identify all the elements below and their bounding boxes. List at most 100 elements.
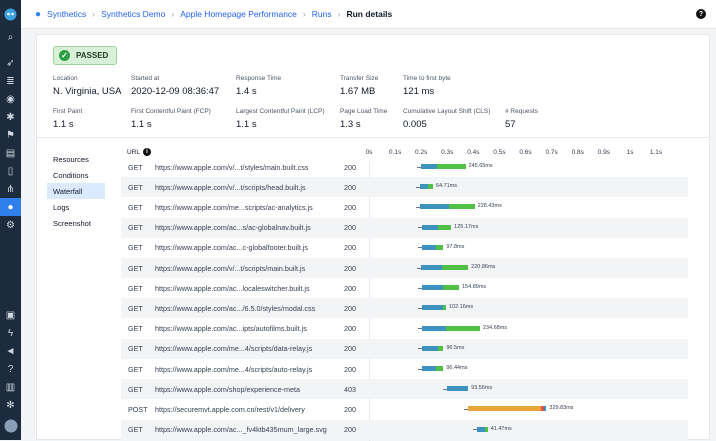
waterfall-bar[interactable]: 41.47ms [121,420,688,440]
user-avatar-icon[interactable] [0,414,21,438]
metric-value: 1.1 s [53,119,74,130]
synthetics-icon: ● [35,8,42,20]
waterfall-wait-segment [421,265,443,270]
table-row[interactable]: GET https://www.apple.com/ac...localeswit… [121,278,688,298]
settings-icon[interactable]: ✻ [6,399,15,411]
tab-logs[interactable]: Logs [53,202,70,212]
inbox-icon[interactable]: ▤ [5,147,16,159]
breadcrumb-monitor[interactable]: Apple Homepage Performance [180,9,297,19]
table-row[interactable]: POST https://securemvt.apple.com.cn/rest/… [121,399,688,419]
waterfall-bar[interactable]: 234.68ms [121,319,688,339]
metric-transfer-size: Transfer Size 1.67 MB [340,75,378,97]
request-status: 200 [344,303,356,313]
metric-value: N. Virginia, USA [53,86,122,97]
flag-icon[interactable]: ⚑ [6,129,15,141]
waterfall-connect-line [417,166,423,168]
search-icon[interactable]: ⌕ [7,31,14,43]
request-url[interactable]: https://www.apple.com/v/...t/scripts/hea… [155,182,306,192]
help-circle-icon[interactable]: ? [7,363,14,375]
lightning-icon[interactable]: ϟ [7,327,14,339]
network-icon[interactable]: ⋔ [6,183,15,195]
logo-icon[interactable] [0,0,21,28]
waterfall-wait-segment [422,305,444,311]
tab-resources[interactable]: Resources [53,154,89,164]
request-duration: 97.8ms [446,243,465,250]
request-url[interactable]: https://www.apple.com/ac..._fv4ktb435mum… [155,425,327,435]
request-url[interactable]: https://www.apple.com/ac...s/ac-globalna… [155,223,311,233]
request-url[interactable]: https://www.apple.com/ac...ipts/autofilm… [155,324,307,334]
help-icon[interactable]: ? [696,9,706,19]
layers-icon[interactable]: ≣ [6,75,15,87]
request-url[interactable]: https://securemvt.apple.com.cn/rest/v1/d… [155,404,305,414]
waterfall-bar[interactable]: 96.5ms [121,339,688,359]
table-row[interactable]: GET https://www.apple.com/ac...c-globalfo… [121,238,688,258]
request-url[interactable]: https://www.apple.com/me...scripts/ac-an… [155,202,313,212]
table-row[interactable]: GET https://www.apple.com/ac...s/ac-globa… [121,217,688,238]
waterfall-bar[interactable]: 228.43ms [121,197,688,217]
table-row[interactable]: GET https://www.apple.com/ac..._fv4ktb435… [121,419,688,440]
table-row[interactable]: GET https://www.apple.com/v/...t/scripts/… [121,258,688,278]
waterfall-bar[interactable]: 97.8ms [121,238,688,258]
waterfall-receive-segment [435,244,444,250]
table-row[interactable]: GET https://www.apple.com/ac...ipts/autof… [121,319,688,339]
breadcrumb-synthetics-demo[interactable]: Synthetics Demo [101,9,166,19]
metric-fcp: First Contentful Paint (FCP) 1.1 s [131,108,211,130]
status-badge-label: PASSED [76,51,109,60]
breadcrumb-runs[interactable]: Runs [311,9,332,19]
waterfall-bar[interactable]: 125.17ms [121,218,688,238]
table-row[interactable]: GET https://www.apple.com/shop/experience… [121,379,688,400]
waterfall-wait-segment [422,345,439,351]
request-duration: 220.86ms [471,264,496,270]
request-status: 403 [344,384,356,394]
waterfall-connect-line [418,247,424,249]
request-duration: 41.47ms [490,425,512,432]
file-icon[interactable]: ▯ [7,165,14,177]
waterfall-bar[interactable]: 64.71ms [121,177,688,197]
table-row[interactable]: GET https://www.apple.com/v/...t/styles/m… [121,157,688,177]
metric-value: 57 [505,119,516,130]
request-url[interactable]: https://www.apple.com/ac...localeswitche… [155,283,310,293]
tab-conditions[interactable]: Conditions [53,170,89,180]
request-url[interactable]: https://www.apple.com/v/...t/scripts/mai… [155,263,306,273]
waterfall-bar[interactable]: 93.56ms [121,379,688,399]
megaphone-icon[interactable]: ◄ [5,345,16,357]
book-icon[interactable]: ▥ [5,381,16,393]
metric-ttfb: Time to first byte 121 ms [403,75,451,97]
request-url[interactable]: https://www.apple.com/v/...t/styles/main… [155,162,309,172]
request-url[interactable]: https://www.apple.com/ac.../6.5.0/styles… [155,303,316,313]
table-row[interactable]: GET https://www.apple.com/v/...t/scripts/… [121,177,688,198]
request-url[interactable]: https://www.apple.com/me...4/scripts/dat… [155,344,313,354]
waterfall-bar[interactable]: 102.16ms [121,298,688,318]
monitor-icon[interactable]: ⚙ [6,219,15,231]
synthetics-robot-icon[interactable]: ● [0,198,21,216]
waterfall-bar[interactable]: 96.44ms [121,359,688,379]
waterfall-bar[interactable]: 329.83ms [121,399,688,419]
waterfall-bar[interactable]: 154.89ms [121,278,688,298]
request-method: GET [128,162,143,172]
dashboard-icon[interactable]: ◉ [6,93,15,105]
table-row[interactable]: GET https://www.apple.com/me...scripts/ac… [121,197,688,217]
table-row[interactable]: GET https://www.apple.com/ac.../6.5.0/sty… [121,298,688,319]
info-icon[interactable]: i [143,148,152,156]
breadcrumb-synthetics[interactable]: Synthetics [47,9,87,19]
tab-screenshot[interactable]: Screenshot [53,218,91,228]
waterfall-wait-segment [422,285,444,291]
request-duration: 234.68ms [482,324,508,331]
tab-waterfall[interactable]: Waterfall [47,183,105,199]
request-url[interactable]: https://www.apple.com/me...4/scripts/aut… [155,364,313,374]
metric-location: Location N. Virginia, USA [53,75,121,97]
waterfall-bar[interactable]: 220.86ms [121,258,688,278]
gift-icon[interactable]: ▣ [5,309,16,321]
request-url[interactable]: https://www.apple.com/shop/experience-me… [155,384,301,394]
table-row[interactable]: GET https://www.apple.com/me...4/scripts/… [121,359,688,379]
waterfall-bar[interactable]: 245.65ms [121,157,688,177]
bug-icon[interactable]: ✱ [6,111,15,123]
waterfall-wait-segment [447,386,469,392]
request-url[interactable]: https://www.apple.com/ac...c-globalfoote… [155,243,309,253]
request-status: 200 [344,162,356,172]
metric-value: 0.005 [403,119,427,130]
rocket-icon[interactable]: ➶ [6,57,15,69]
table-row[interactable]: GET https://www.apple.com/me...4/scripts/… [121,338,688,359]
timeline-tick: 1.1s [649,149,663,156]
request-status: 200 [344,364,356,374]
